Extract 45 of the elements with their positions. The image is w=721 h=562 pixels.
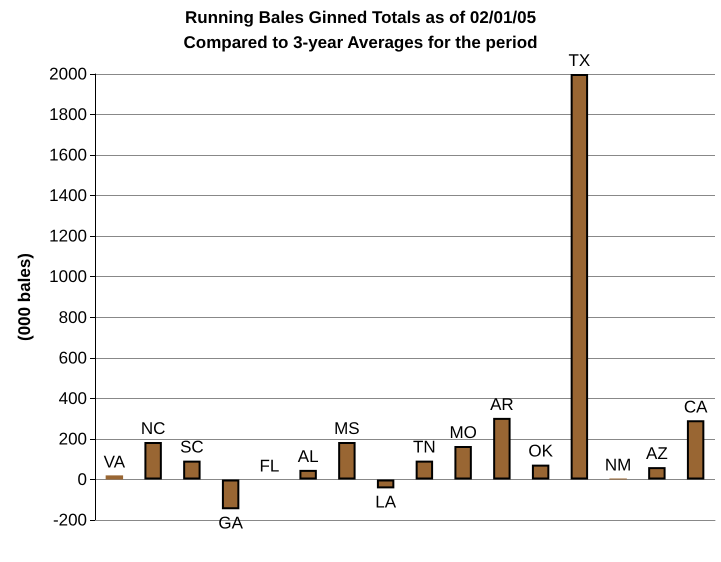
y-tick-label: -200	[52, 510, 87, 530]
x-tick-label: SC	[180, 438, 204, 457]
bar	[338, 442, 356, 480]
bar	[532, 464, 550, 480]
x-tick-label: MO	[449, 423, 477, 442]
bar	[493, 418, 511, 480]
bar	[570, 74, 588, 480]
bar	[686, 420, 704, 480]
y-tick-label: 200	[58, 429, 87, 448]
x-tick-label: AL	[298, 446, 319, 466]
x-tick-label: MS	[334, 418, 360, 438]
y-tick-label: 1400	[49, 186, 87, 206]
chart-title: Running Bales Ginned Totals as of 02/01/05	[184, 8, 536, 27]
x-tick-label: VA	[104, 452, 126, 472]
y-tick-label: 2000	[49, 64, 87, 84]
bar	[183, 460, 201, 480]
x-tick-label: CA	[684, 397, 708, 416]
bar	[416, 460, 434, 480]
bar	[106, 475, 124, 480]
y-axis-title: (000 bales)	[15, 253, 34, 341]
x-tick-label: LA	[375, 492, 397, 512]
x-tick-label: TX	[568, 51, 590, 70]
y-tick-label: 1600	[49, 146, 87, 165]
y-tick-label: 400	[58, 388, 87, 408]
x-tick-label: NM	[604, 455, 632, 474]
y-tick-label: 1800	[49, 105, 87, 124]
x-tick-label: NC	[140, 418, 166, 438]
bar	[376, 479, 394, 488]
x-tick-label: FL	[259, 456, 280, 476]
bar	[222, 479, 240, 510]
bar	[454, 446, 472, 480]
x-tick-label: OK	[528, 442, 554, 461]
y-tick-label: 800	[58, 308, 87, 327]
y-tick-label: 1200	[49, 226, 87, 246]
bar	[299, 470, 317, 480]
y-tick-label: 0	[78, 470, 87, 489]
bar	[648, 467, 666, 480]
x-tick-label: AR	[490, 394, 514, 414]
bar	[144, 442, 162, 480]
x-tick-label: AZ	[646, 444, 668, 464]
chart-subtitle: Compared to 3-year Averages for the period	[184, 33, 538, 52]
x-tick-label: GA	[218, 513, 244, 532]
y-tick-label: 600	[58, 348, 87, 368]
y-tick-label: 1000	[49, 267, 87, 286]
x-tick-label: TN	[413, 438, 436, 457]
